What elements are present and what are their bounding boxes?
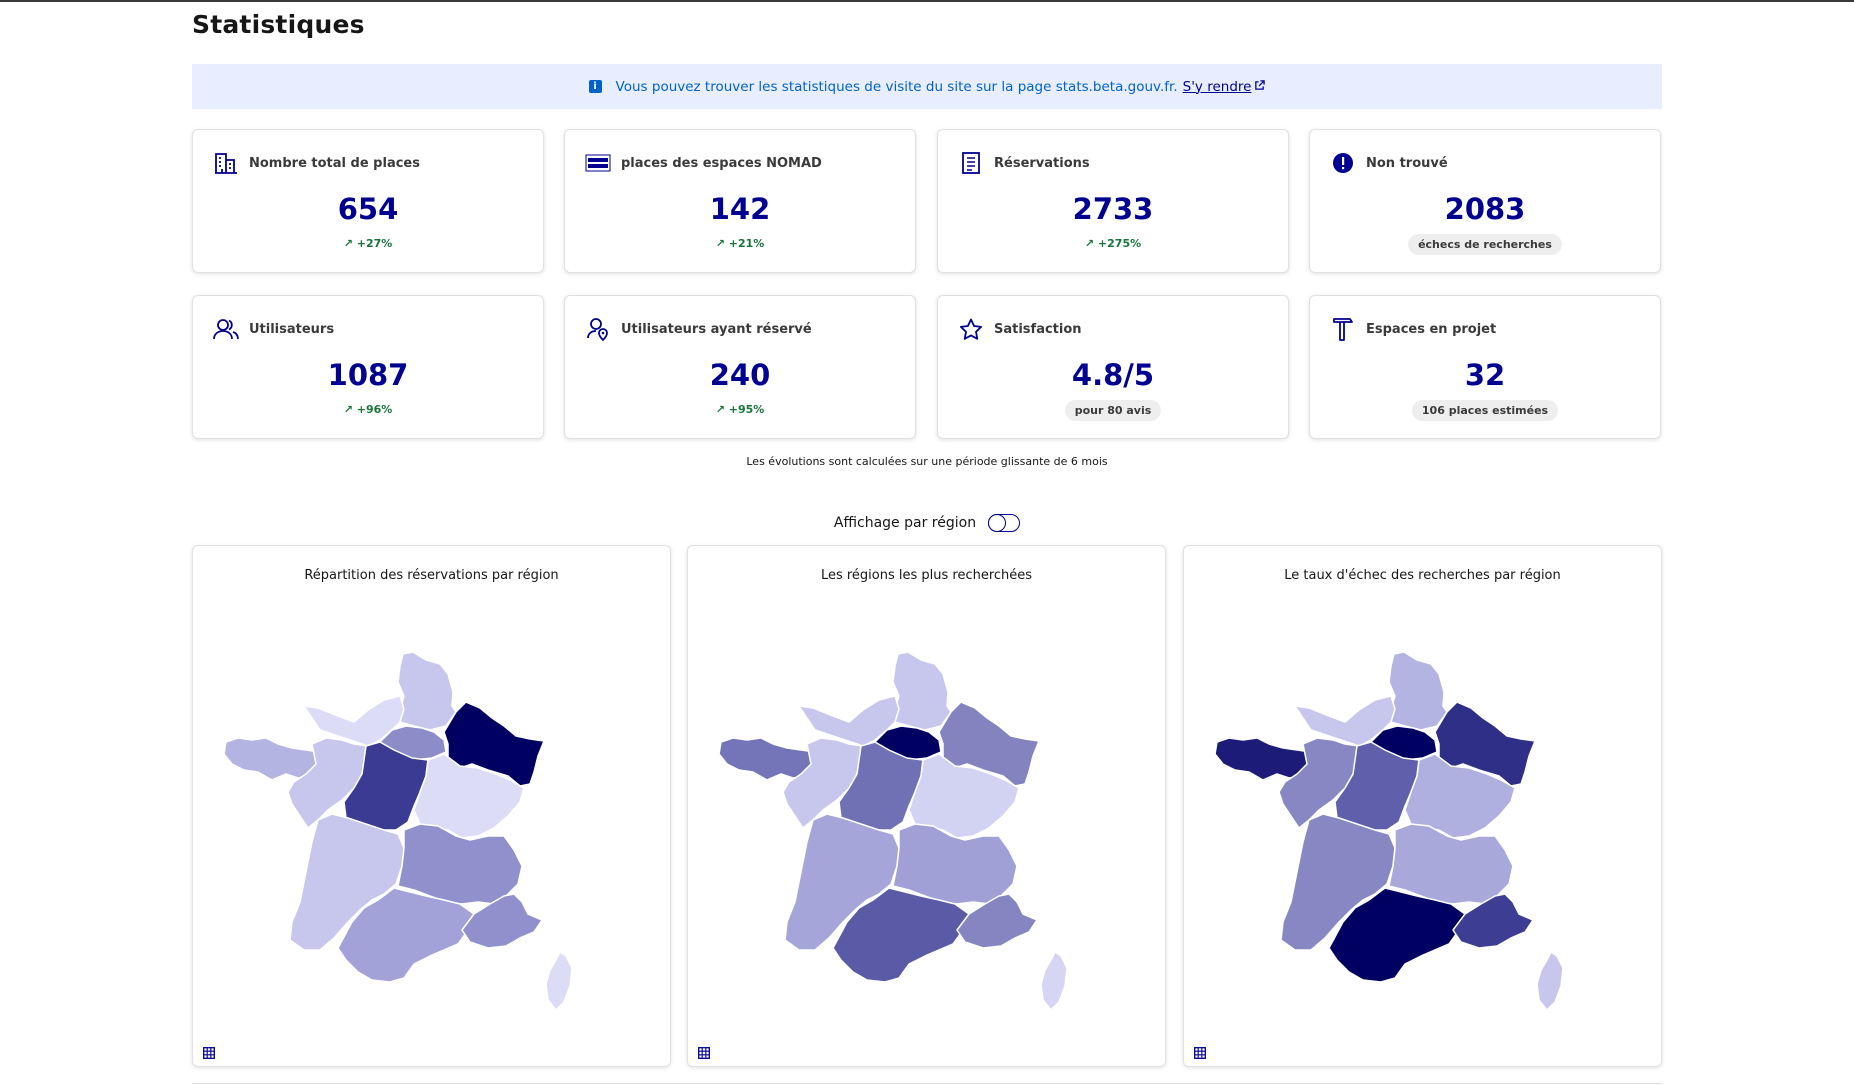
region-toggle-switch[interactable] [988, 513, 1021, 532]
region-hdf[interactable] [1388, 651, 1448, 731]
france-map [718, 651, 1068, 1011]
card-badge: échecs de recherches [1408, 234, 1562, 255]
trend-up-icon: ↗ [715, 403, 729, 416]
trend-up-icon: ↗ [343, 237, 357, 250]
region-naq[interactable] [1280, 813, 1396, 951]
notice-text: Vous pouvez trouver les statistiques de … [615, 78, 1178, 95]
stat-card-projects: Espaces en projet 32 106 places estimées [1309, 295, 1661, 439]
card-badge: 106 places estimées [1411, 400, 1559, 421]
card-label: Satisfaction [994, 321, 1082, 337]
card-value: 2733 [1072, 192, 1154, 226]
toggle-label[interactable]: Affichage par région [833, 515, 977, 531]
page-title: Statistiques [192, 10, 365, 39]
region-occ[interactable] [337, 887, 475, 983]
stat-card-satisfaction: Satisfaction 4.8/5 pour 80 avis [937, 295, 1289, 439]
card-value: 32 [1464, 358, 1506, 392]
region-bfc[interactable] [908, 753, 1020, 839]
stat-card-users: Utilisateurs 1087 ↗ +96% [192, 295, 544, 439]
region-toggle-row: Affichage par région [0, 513, 1854, 532]
card-value: 654 [337, 192, 399, 226]
star-icon [958, 316, 984, 342]
trend-up-icon: ↗ [343, 403, 357, 416]
map-title: Répartition des réservations par région [304, 568, 559, 583]
region-occ[interactable] [832, 887, 970, 983]
region-cvl[interactable] [343, 741, 429, 831]
region-pdl[interactable] [782, 737, 864, 829]
card-label: Utilisateurs ayant réservé [621, 321, 812, 337]
map-card-most-searched: Les régions les plus recherchées [687, 545, 1166, 1067]
section-divider [192, 1083, 1662, 1084]
region-cvl[interactable] [838, 741, 924, 831]
region-nor[interactable] [1294, 695, 1396, 747]
stats-link[interactable]: S'y rendre [1182, 78, 1252, 95]
card-label: Espaces en projet [1366, 321, 1497, 337]
card-label: Non trouvé [1366, 155, 1448, 171]
map-card-reservations: Répartition des réservations par région [192, 545, 671, 1067]
map-card-failure-rate: Le taux d'échec des recherches par régio… [1183, 545, 1662, 1067]
nomad-logo-icon [585, 150, 611, 176]
region-paca[interactable] [956, 893, 1038, 949]
card-trend: ↗ +96% [343, 403, 393, 416]
france-map [223, 651, 573, 1011]
stat-card-users-booked: Utilisateurs ayant réservé 240 ↗ +95% [564, 295, 916, 439]
card-badge: pour 80 avis [1064, 400, 1162, 421]
region-paca[interactable] [461, 893, 543, 949]
card-trend: ↗ +275% [1084, 237, 1142, 250]
region-paca[interactable] [1452, 893, 1534, 949]
region-cvl[interactable] [1334, 741, 1420, 831]
region-pdl[interactable] [1278, 737, 1360, 829]
card-trend: ↗ +27% [343, 237, 393, 250]
region-cor[interactable] [1536, 951, 1564, 1011]
building-icon [213, 150, 239, 176]
stat-card-not-found: Non trouvé 2083 échecs de recherches [1309, 129, 1661, 273]
top-border [0, 0, 1854, 2]
region-hdf[interactable] [397, 651, 457, 731]
user-location-icon [585, 316, 611, 342]
card-value: 240 [709, 358, 771, 392]
hammer-icon [1330, 316, 1356, 342]
table-view-icon[interactable] [1194, 1044, 1206, 1059]
region-naq[interactable] [289, 813, 405, 951]
card-label: Nombre total de places [249, 155, 420, 171]
region-hdf[interactable] [892, 651, 952, 731]
card-value: 2083 [1444, 192, 1526, 226]
trend-up-icon: ↗ [715, 237, 729, 250]
card-value: 4.8/5 [1071, 358, 1155, 392]
region-bfc[interactable] [413, 753, 525, 839]
region-cor[interactable] [545, 951, 573, 1011]
map-title: Les régions les plus recherchées [820, 568, 1033, 583]
error-icon [1330, 150, 1356, 176]
card-trend: ↗ +21% [715, 237, 765, 250]
region-occ[interactable] [1328, 887, 1466, 983]
evolution-footnote: Les évolutions sont calculées sur une pé… [746, 455, 1108, 468]
stat-card-nomad-places: places des espaces NOMAD 142 ↗ +21% [564, 129, 916, 273]
table-view-icon[interactable] [203, 1044, 215, 1059]
region-bfc[interactable] [1404, 753, 1516, 839]
region-nor[interactable] [303, 695, 405, 747]
card-label: places des espaces NOMAD [621, 155, 822, 171]
stat-card-reservations: Réservations 2733 ↗ +275% [937, 129, 1289, 273]
map-title: Le taux d'échec des recherches par régio… [1284, 568, 1561, 583]
info-icon: i [588, 80, 602, 93]
trend-up-icon: ↗ [1084, 237, 1098, 250]
table-view-icon[interactable] [698, 1044, 710, 1059]
stat-card-total-places: Nombre total de places 654 ↗ +27% [192, 129, 544, 273]
toggle-knob [988, 513, 1007, 532]
region-cor[interactable] [1040, 951, 1068, 1011]
external-link-icon[interactable] [1254, 79, 1266, 94]
info-notice: i Vous pouvez trouver les statistiques d… [192, 64, 1662, 109]
card-value: 142 [709, 192, 771, 226]
card-trend: ↗ +95% [715, 403, 765, 416]
region-pdl[interactable] [287, 737, 369, 829]
document-icon [958, 150, 984, 176]
card-label: Réservations [994, 155, 1090, 171]
france-map [1214, 651, 1564, 1011]
region-naq[interactable] [784, 813, 900, 951]
users-icon [213, 316, 239, 342]
card-value: 1087 [327, 358, 409, 392]
region-nor[interactable] [798, 695, 900, 747]
card-label: Utilisateurs [249, 321, 335, 337]
